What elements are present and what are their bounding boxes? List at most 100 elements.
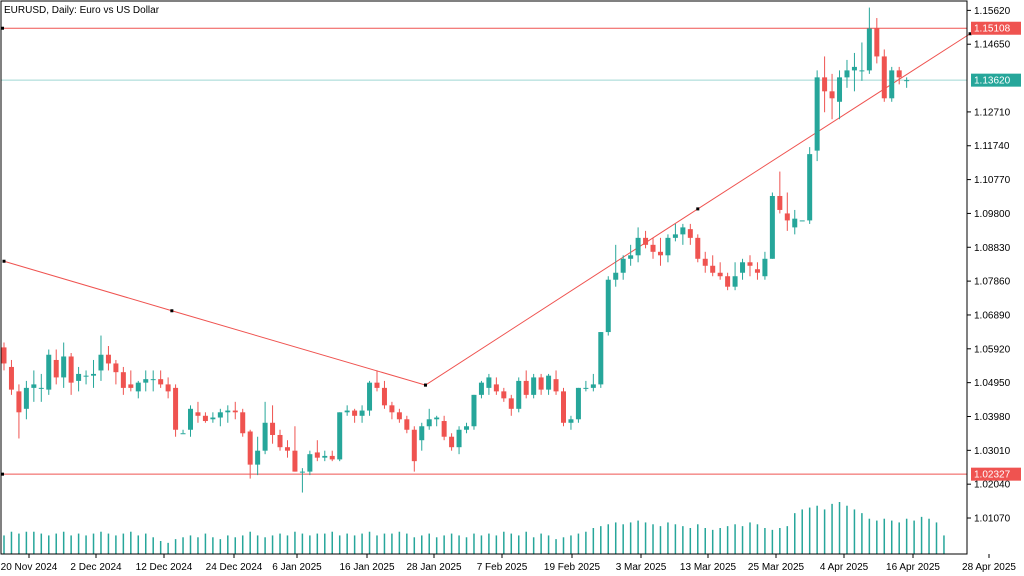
- date-tick-label: 20 Nov 2024: [1, 562, 58, 573]
- candle-body: [150, 379, 156, 381]
- volume-bar: [704, 528, 706, 554]
- candle: [546, 373, 552, 395]
- volume-bar: [667, 522, 669, 554]
- candle-body: [717, 272, 723, 277]
- candle: [583, 380, 589, 392]
- candle-body: [292, 450, 298, 472]
- current-price-tag-bg: [971, 73, 1021, 87]
- candle-body: [396, 412, 402, 420]
- candle-body: [225, 410, 231, 413]
- candle: [61, 342, 67, 388]
- candle: [822, 56, 828, 113]
- candle: [188, 405, 193, 437]
- candle: [262, 401, 268, 455]
- trendline-anchor-point: [170, 309, 174, 313]
- volume-bar: [227, 535, 229, 554]
- volume-bar: [480, 535, 483, 554]
- volume-bar: [488, 533, 490, 554]
- candle-body: [381, 387, 387, 406]
- volume-bar: [159, 541, 162, 554]
- candle-body: [255, 450, 261, 465]
- line-anchor-point: [1, 26, 4, 30]
- price-tick-label: 1.03010: [974, 446, 1011, 457]
- date-tick-label: 28 Jan 2025: [406, 562, 461, 573]
- volume-bar: [935, 522, 938, 554]
- candle: [284, 440, 290, 458]
- candle: [829, 73, 835, 120]
- candle: [1, 342, 7, 371]
- volume-bar: [674, 524, 677, 554]
- candle: [23, 380, 29, 420]
- candle: [777, 171, 783, 214]
- candle: [717, 262, 723, 280]
- volume-bar: [801, 509, 803, 554]
- candle-body: [61, 356, 67, 378]
- candle: [665, 234, 671, 263]
- candle-body: [643, 237, 649, 245]
- volume-bar: [85, 535, 87, 554]
- candle: [277, 429, 283, 451]
- candle-body: [829, 91, 835, 99]
- volume-bar: [264, 537, 266, 554]
- candle: [292, 426, 298, 472]
- volume-bar: [398, 531, 401, 554]
- volume-bar: [92, 533, 95, 554]
- volume-bar: [197, 537, 199, 554]
- volume-bar: [756, 524, 759, 554]
- candle: [344, 405, 350, 416]
- candle: [307, 450, 313, 476]
- candle: [613, 244, 619, 287]
- volume-bar: [130, 531, 132, 554]
- level-price-tag-bg: [971, 21, 1021, 35]
- candle-body: [98, 354, 104, 371]
- candle-body: [471, 394, 477, 427]
- volume-layer: [3, 502, 945, 554]
- volume-bar: [234, 537, 237, 554]
- candle: [799, 220, 805, 222]
- date-tick-label: 2 Dec 2024: [70, 562, 122, 573]
- candle-body: [635, 237, 641, 256]
- candle: [762, 251, 768, 280]
- candle: [247, 429, 253, 479]
- candle-body: [419, 426, 425, 441]
- candle: [255, 436, 261, 476]
- volume-bar: [532, 537, 535, 554]
- candle-body: [881, 56, 887, 99]
- horizontal-lines-layer: [1, 26, 967, 476]
- volume-bar: [421, 535, 423, 554]
- candle-body: [501, 391, 507, 399]
- candle-body: [792, 218, 798, 228]
- candle-body: [441, 421, 447, 437]
- volume-bar: [40, 533, 43, 554]
- candle: [150, 370, 156, 392]
- candle-body: [8, 366, 14, 390]
- volume-bar: [779, 528, 781, 554]
- candle-body: [866, 28, 872, 71]
- candle: [352, 408, 358, 423]
- volume-bar: [816, 505, 818, 554]
- time-axis[interactable]: 20 Nov 2024 2 Dec 2024 12 Dec 2024 24 Dec 2…: [1, 554, 1017, 573]
- volume-bar: [458, 535, 460, 554]
- candle: [538, 373, 544, 395]
- candle: [143, 370, 149, 392]
- volume-bar: [182, 537, 184, 554]
- volume-bar: [331, 531, 333, 554]
- candle: [784, 192, 790, 231]
- price-axis[interactable]: 1.01070 1.02040 1.03010 1.03980 1.04950 1.059…: [967, 6, 1011, 525]
- volume-bar: [316, 533, 319, 554]
- volume-bar: [846, 505, 848, 554]
- volume-bar: [100, 531, 102, 554]
- candle-body: [105, 354, 111, 364]
- candle-body: [762, 258, 768, 277]
- date-tick-label: 3 Mar 2025: [616, 562, 667, 573]
- candle-body: [314, 452, 320, 458]
- candle-body: [650, 244, 656, 252]
- candle-body: [665, 237, 671, 256]
- price-tick-label: 1.10770: [974, 175, 1011, 186]
- candle-body: [143, 379, 149, 383]
- candle: [904, 77, 910, 88]
- line-anchor-point: [1, 472, 4, 476]
- candle: [381, 380, 387, 409]
- volume-bar: [734, 524, 736, 554]
